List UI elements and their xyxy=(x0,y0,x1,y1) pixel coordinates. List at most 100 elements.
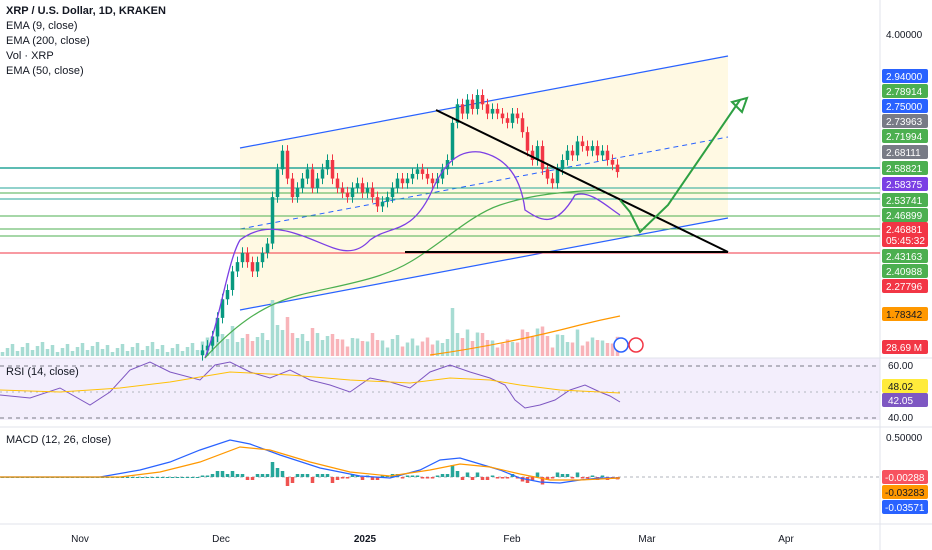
price-tag[interactable] xyxy=(882,279,928,293)
volume-bar xyxy=(585,341,590,356)
macd-hist-bar xyxy=(415,475,420,477)
price-tag[interactable] xyxy=(882,208,928,222)
candle-body xyxy=(335,178,340,188)
price-tag[interactable] xyxy=(882,145,928,159)
volume-bar xyxy=(55,352,60,356)
volume-bar xyxy=(410,338,415,356)
price-tag[interactable] xyxy=(882,193,928,207)
volume-bar xyxy=(495,347,500,356)
macd-tag[interactable] xyxy=(882,500,928,514)
price-tag[interactable] xyxy=(882,99,928,113)
channel-lower-line xyxy=(239,217,729,311)
price-tag[interactable] xyxy=(882,249,928,263)
candle-body xyxy=(520,118,525,133)
macd-hist-bar xyxy=(320,474,325,477)
candle-body xyxy=(540,146,545,170)
price-tag[interactable] xyxy=(882,177,928,191)
macd-hist-bar xyxy=(350,474,355,477)
time-axis-label: Apr xyxy=(778,534,794,545)
candle-body xyxy=(305,169,310,179)
price-tag[interactable] xyxy=(882,114,928,128)
volume-bar xyxy=(300,334,305,356)
macd-hist-bar xyxy=(280,471,285,477)
macd-hist-bar xyxy=(140,477,145,478)
volume-bar xyxy=(350,338,355,356)
volume-bar xyxy=(105,345,110,356)
legend-ema-200[interactable]: EMA (200, close) xyxy=(6,35,90,47)
volume-bar xyxy=(455,333,460,356)
macd-hist-bar xyxy=(215,471,220,477)
projection-arrowhead xyxy=(730,96,749,114)
price-tag[interactable] xyxy=(882,222,928,236)
price-tag-label: 2.53741 xyxy=(886,196,923,207)
macd-tag[interactable] xyxy=(882,485,928,499)
volume-bar xyxy=(65,344,70,356)
volume-bar xyxy=(250,341,255,356)
price-tag[interactable] xyxy=(882,264,928,278)
candle-body xyxy=(565,150,570,160)
macd-hist-bar xyxy=(150,477,155,478)
macd-hist-bar xyxy=(580,477,585,479)
price-tag[interactable] xyxy=(882,307,928,321)
price-tag[interactable] xyxy=(882,84,928,98)
rsi-tag[interactable] xyxy=(882,379,928,393)
legend-volume[interactable]: Vol · XRP xyxy=(6,50,54,62)
legend-ema-9[interactable]: EMA (9, close) xyxy=(6,20,78,32)
price-tag[interactable] xyxy=(882,129,928,143)
macd-hist-bar xyxy=(600,475,605,477)
macd-hist-bar xyxy=(550,477,555,479)
macd-hist-bar xyxy=(530,477,535,480)
volume-bar xyxy=(255,337,260,356)
volume-bar xyxy=(605,343,610,356)
price-tag[interactable] xyxy=(882,340,928,354)
volume-bar xyxy=(395,335,400,356)
candle-body xyxy=(395,178,400,188)
candle-body xyxy=(500,113,505,119)
macd-hist-bar xyxy=(190,477,195,478)
price-axis[interactable]: 2.94000 2.78914 2.75000 2.73963 2.71994 2.681… xyxy=(882,69,928,354)
price-tag-label: 2.43163 xyxy=(886,252,923,263)
macd-hist-bar xyxy=(480,477,485,480)
candle-body xyxy=(455,104,460,123)
volume-bar xyxy=(295,338,300,356)
macd-tag[interactable] xyxy=(882,470,928,484)
volume-bar xyxy=(265,340,270,356)
macd-label[interactable]: MACD (12, 26, close) xyxy=(6,434,112,446)
volume-bar xyxy=(290,333,295,356)
time-axis[interactable]: Nov Dec 2025 Feb Mar Apr xyxy=(71,534,794,545)
candle-body xyxy=(490,108,495,114)
rsi-label[interactable]: RSI (14, close) xyxy=(6,366,79,378)
rsi-line xyxy=(0,361,621,409)
candle-body xyxy=(290,178,295,198)
candle-body xyxy=(545,169,550,179)
candle-body xyxy=(375,197,380,207)
price-tag[interactable] xyxy=(882,233,928,247)
price-tag[interactable] xyxy=(882,69,928,83)
macd-hist-bar xyxy=(475,472,480,477)
candle-body xyxy=(600,150,605,156)
candle-body xyxy=(510,113,515,123)
volume-bar xyxy=(575,329,580,356)
volume-bar xyxy=(510,342,515,356)
candle-body xyxy=(495,108,500,114)
volume-histogram xyxy=(0,300,620,356)
rsi-tag[interactable] xyxy=(882,393,928,407)
rsi-axis[interactable]: 60.00 40.00 48.02 42.05 xyxy=(882,361,928,424)
candle-body xyxy=(460,104,465,114)
candle-body xyxy=(610,160,615,165)
price-tag[interactable] xyxy=(882,161,928,175)
symbol-title[interactable]: XRP / U.S. Dollar, 1D, KRAKEN xyxy=(6,5,166,17)
macd-axis[interactable]: 0.50000-0.50000-0.00288-0.03283-0.03571 xyxy=(882,433,928,515)
macd-hist-bar xyxy=(125,477,130,478)
volume-bar xyxy=(80,343,85,356)
lightning-icon[interactable] xyxy=(613,337,629,353)
legend-ema-50[interactable]: EMA (50, close) xyxy=(6,65,84,77)
volume-bar xyxy=(75,347,80,356)
volume-bar xyxy=(180,351,185,356)
flag-icon[interactable] xyxy=(628,337,644,353)
candle-body xyxy=(535,146,540,160)
macd-hist-bar xyxy=(555,472,560,477)
candle-body xyxy=(605,150,610,160)
rsi-tag-label: 42.05 xyxy=(888,396,913,407)
